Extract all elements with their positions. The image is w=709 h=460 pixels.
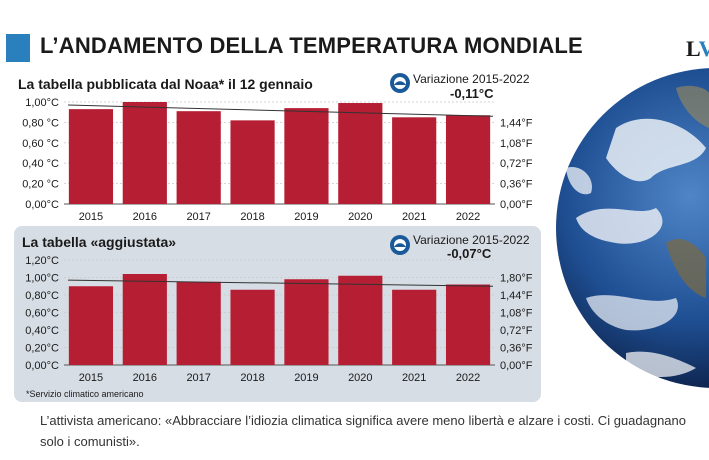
noaa-logo-icon: [390, 235, 410, 255]
chart1-bar-2018: [230, 120, 275, 204]
chart1-bar-2021: [392, 117, 437, 204]
chart2-right-tick-label: 0,00°F: [500, 360, 533, 372]
chart2-x-tick-label: 2015: [79, 372, 103, 384]
chart1-x-tick-label: 2021: [402, 211, 426, 223]
chart1-x-tick-label: 2020: [348, 211, 372, 223]
chart1-bar-2016: [122, 102, 167, 204]
chart2-y-tick-label: 0,20°C: [25, 343, 59, 355]
chart1-y-tick-label: 0,40 °C: [22, 158, 59, 170]
chart1-title: La tabella pubblicata dal Noaa* il 12 ge…: [18, 76, 313, 92]
chart2-badge-label: Variazione 2015-2022: [413, 233, 530, 247]
chart2-y-tick-label: 0,40°C: [25, 325, 59, 337]
brand-logo: LV: [686, 36, 709, 62]
chart2-x-tick-label: 2022: [456, 372, 480, 384]
chart1-badge-label: Variazione 2015-2022: [413, 72, 530, 86]
page-title: L’ANDAMENTO DELLA TEMPERATURA MONDIALE: [40, 33, 583, 58]
chart1-x-tick-label: 2015: [79, 211, 103, 223]
chart1-y-tick-label: 0,20 °C: [22, 179, 59, 191]
chart2-bar-2021: [392, 289, 437, 365]
chart2-trend-line: [67, 279, 494, 287]
chart1-bar-2015: [68, 109, 114, 204]
chart2-badge-value: -0,07°C: [447, 246, 492, 261]
brand-letter-v: V: [698, 36, 709, 61]
chart1-right-tick-label: 0,00°F: [500, 199, 533, 211]
chart1-y-tick-label: 1,00°C: [25, 97, 59, 109]
chart2-title: La tabella «aggiustata»: [22, 234, 176, 250]
chart2-x-tick-label: 2017: [186, 372, 210, 384]
chart2-y-tick-label: 0,00°C: [25, 360, 59, 372]
chart1-bar-2017: [176, 111, 221, 204]
chart2-x-tick-label: 2016: [133, 372, 157, 384]
chart1-badge-value: -0,11°C: [450, 86, 494, 101]
chart2-bar-2019: [284, 279, 329, 365]
chart2-x-tick-label: 2019: [294, 372, 318, 384]
chart2-y-tick-label: 1,20°C: [25, 255, 59, 267]
chart1-right-tick-label: 1,44°F: [500, 117, 533, 129]
brand-letter-l: L: [686, 36, 699, 61]
chart2-bar-2016: [122, 274, 167, 365]
title-accent-bar: [6, 34, 30, 62]
chart2-right-tick-label: 1,80°F: [500, 273, 533, 285]
chart2-x-tick-label: 2018: [240, 372, 264, 384]
chart2-x-tick-label: 2020: [348, 372, 372, 384]
chart1-x-tick-label: 2019: [294, 211, 318, 223]
chart1-y-tick-label: 0,80 °C: [22, 117, 59, 129]
chart2-right-tick-label: 0,72°F: [500, 325, 533, 337]
chart2-footnote: *Servizio climatico americano: [26, 389, 144, 399]
chart1-trend-line: [67, 104, 494, 117]
chart1-right-tick-label: 0,72°F: [500, 158, 533, 170]
chart1-bar-2022: [445, 115, 491, 204]
chart1-x-tick-label: 2017: [186, 211, 210, 223]
chart2-right-tick-label: 1,44°F: [500, 290, 533, 302]
noaa-logo-icon: [390, 73, 410, 93]
chart1-bar-2020: [338, 103, 383, 204]
article-caption: L’attivista americano: «Abbracciare l’id…: [40, 413, 686, 449]
chart2-y-tick-label: 1,00°C: [25, 273, 59, 285]
chart2-right-tick-label: 0,36°F: [500, 343, 533, 355]
chart2-bar-2015: [68, 286, 114, 365]
chart1-bar-2019: [284, 108, 329, 204]
chart2-bar-2022: [445, 284, 491, 365]
chart1-x-tick-label: 2016: [133, 211, 157, 223]
chart2-bar-2017: [176, 281, 221, 365]
chart1-right-tick-label: 1,08°F: [500, 138, 533, 150]
chart1-y-tick-label: 0,60 °C: [22, 138, 59, 150]
chart2-y-tick-label: 0,80°C: [25, 290, 59, 302]
chart1-y-tick-label: 0,00°C: [25, 199, 59, 211]
chart1-x-tick-label: 2018: [240, 211, 264, 223]
earth-globe-image: [556, 68, 709, 388]
chart2-bar-2020: [338, 275, 383, 365]
chart1-x-tick-label: 2022: [456, 211, 480, 223]
chart2-y-tick-label: 0,60°C: [25, 308, 59, 320]
chart2-right-tick-label: 1,08°F: [500, 308, 533, 320]
chart1-right-tick-label: 0,36°F: [500, 179, 533, 191]
chart2-bar-2018: [230, 289, 275, 365]
chart2-x-tick-label: 2021: [402, 372, 426, 384]
